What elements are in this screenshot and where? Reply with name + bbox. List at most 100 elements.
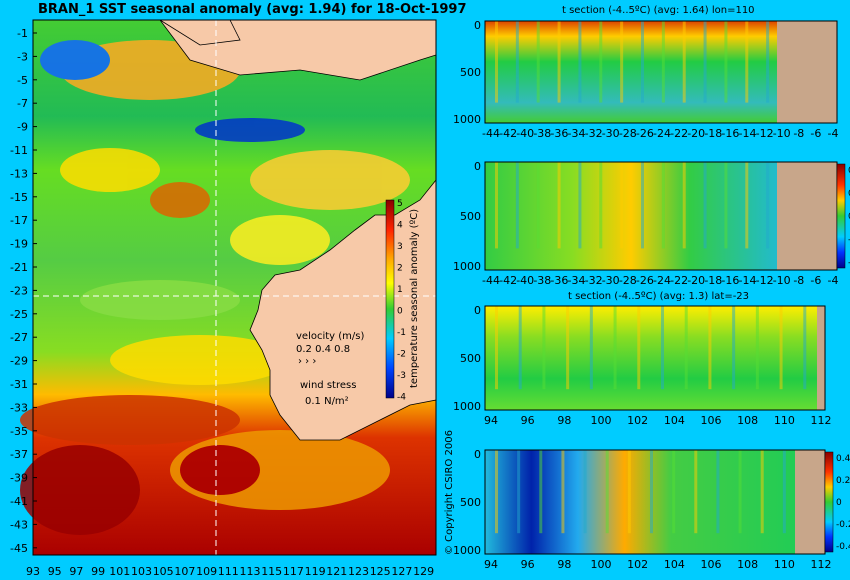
section-x-tick: -40 <box>516 127 534 140</box>
map-lat-tick: -17 <box>10 214 28 227</box>
section-land <box>777 162 837 270</box>
map-lat-axis: -1 -3 -5 -7 -9 -11 -13 -15 -17 -19 -21 -23 -25 -27 -29… <box>10 27 37 555</box>
map-lon-tick: 101 <box>109 565 130 578</box>
section-x-tick: 96 <box>521 414 535 427</box>
panel3-title: t section (-4..5ºC) (avg: 1.3) lat=-23 <box>568 291 750 302</box>
map-colorbar-tick: -3 <box>397 371 406 381</box>
map-lat-tick: -1 <box>17 27 28 40</box>
map-lon-tick: 103 <box>131 565 152 578</box>
section-colorbar-tick: 0.2 <box>836 476 850 486</box>
map-colorbar-tick: 5 <box>397 199 403 209</box>
section-colorbar-tick: 0.4 <box>848 166 850 176</box>
section-x-tick: -24 <box>653 274 671 287</box>
section-x-tick: -32 <box>585 274 603 287</box>
section-depth-tick: 0 <box>474 304 481 317</box>
velocity-arrows-icon: › › › <box>298 356 316 367</box>
section-x-tick: -22 <box>670 274 688 287</box>
section-x-tick: -20 <box>687 274 705 287</box>
map-lat-tick: -29 <box>10 355 28 368</box>
section-depth-tick: 0 <box>474 19 481 32</box>
section-x-tick: 112 <box>811 414 832 427</box>
main-title: BRAN_1 SST seasonal anomaly (avg: 1.94) … <box>38 2 467 17</box>
map-lon-tick: 95 <box>48 565 62 578</box>
map-lat-tick: -33 <box>10 401 28 414</box>
panel1-title: t section (-4..5ºC) (avg: 1.64) lon=110 <box>562 5 755 16</box>
section-x-tick: -22 <box>670 127 688 140</box>
section-depth-tick: 1000 <box>453 260 481 273</box>
map-lon-tick: 99 <box>91 565 105 578</box>
section-land <box>817 306 825 410</box>
wind-label: wind stress <box>300 380 356 391</box>
section-x-tick: 98 <box>557 414 571 427</box>
section-colorbar-tick: -0.4 <box>848 258 850 268</box>
section-x-tick: 100 <box>591 414 612 427</box>
map-lat-tick: -21 <box>10 261 28 274</box>
section-depth-tick: 1000 <box>453 113 481 126</box>
map-lat-tick: -7 <box>17 97 28 110</box>
section-x-tick: -34 <box>568 127 586 140</box>
section-x-tick: -28 <box>619 274 637 287</box>
section-x-tick: -32 <box>585 127 603 140</box>
section-x-tick: 110 <box>774 414 795 427</box>
map-colorbar-tick: -1 <box>397 328 406 338</box>
section-x-tick: 102 <box>627 414 648 427</box>
map-lon-tick: 121 <box>326 565 347 578</box>
section-x-tick: -4 <box>828 274 839 287</box>
wind-scale: 0.1 N/m² <box>305 396 349 407</box>
section-x-tick: -42 <box>499 274 517 287</box>
section-field <box>485 21 777 123</box>
map-lat-tick: -27 <box>10 331 28 344</box>
section-x-tick: -26 <box>636 127 654 140</box>
map-lon-tick: 109 <box>196 565 217 578</box>
section-colorbar <box>836 163 846 269</box>
section-x-tick: -44 <box>482 127 500 140</box>
section-x-tick: 100 <box>591 558 612 571</box>
section-x-tick: -14 <box>739 274 757 287</box>
section-colorbar-tick: 0.2 <box>848 189 850 199</box>
map-lon-tick: 129 <box>413 565 434 578</box>
velocity-scale: 0.2 0.4 0.8 <box>296 344 350 355</box>
velocity-label: velocity (m/s) <box>296 331 364 342</box>
section-colorbar-tick: 0 <box>848 212 850 222</box>
map-lat-tick: -5 <box>17 74 28 87</box>
map-lat-tick: -39 <box>10 472 28 485</box>
section-x-tick: -16 <box>721 274 739 287</box>
map-colorbar-tick: -2 <box>397 350 406 360</box>
section-x-tick: -44 <box>482 274 500 287</box>
map-lat-tick: -15 <box>10 191 28 204</box>
section-x-tick: -40 <box>516 274 534 287</box>
map-colorbar-tick: 3 <box>397 242 403 252</box>
section-x-tick: -38 <box>533 127 551 140</box>
section-x-tick: -30 <box>602 127 620 140</box>
section-x-tick: -30 <box>602 274 620 287</box>
section-land <box>777 21 837 123</box>
section-x-tick: -20 <box>687 127 705 140</box>
section-x-tick: 96 <box>521 558 535 571</box>
section-colorbar-tick: -0.2 <box>836 520 850 530</box>
section-x-tick: 110 <box>774 558 795 571</box>
section-x-tick: 104 <box>664 414 685 427</box>
section-x-tick: -38 <box>533 274 551 287</box>
map-colorbar-tick: -4 <box>397 393 406 403</box>
section-x-tick: -12 <box>756 127 774 140</box>
section-depth-tick: 500 <box>460 66 481 79</box>
section-depth-tick: 1000 <box>453 400 481 413</box>
section-x-tick: -14 <box>739 127 757 140</box>
section-depth-tick: 500 <box>460 352 481 365</box>
section-colorbar-tick: -0.2 <box>848 235 850 245</box>
section-x-tick: 102 <box>627 558 648 571</box>
map-lon-tick: 127 <box>391 565 412 578</box>
section-field <box>485 450 795 554</box>
section-x-tick: -36 <box>550 274 568 287</box>
map-lat-tick: -43 <box>10 518 28 531</box>
map-lat-tick: -35 <box>10 425 28 438</box>
section-depth-tick: 500 <box>460 496 481 509</box>
section-x-tick: -28 <box>619 127 637 140</box>
section-x-tick: -16 <box>721 127 739 140</box>
section-x-tick: -42 <box>499 127 517 140</box>
map-lon-tick: 107 <box>174 565 195 578</box>
